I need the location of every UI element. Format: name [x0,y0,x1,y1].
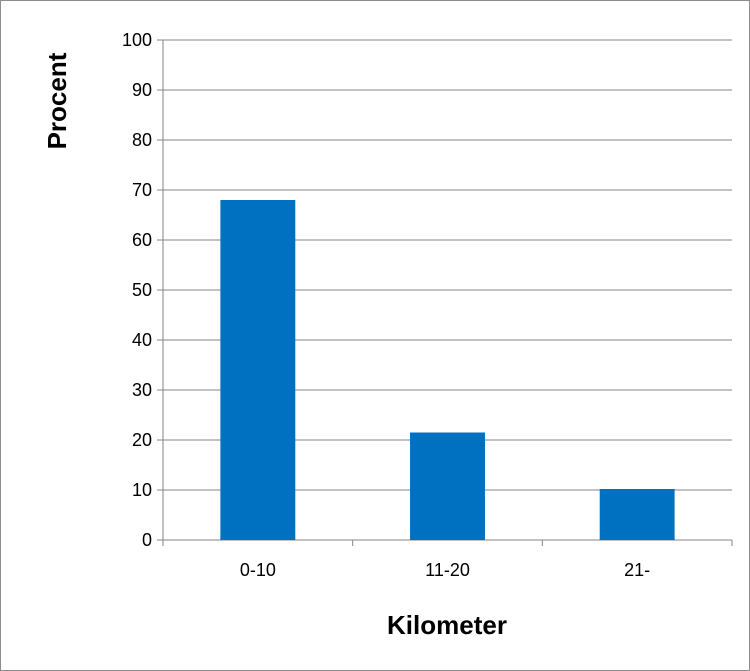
x-tick-label: 11-20 [425,560,470,580]
y-tick-label: 40 [132,330,152,350]
x-axis-ticks: 0-10 11-20 21- [162,540,733,580]
y-tick-label: 0 [142,530,152,550]
bar-0-10 [220,200,296,540]
bars [220,200,675,540]
y-tick-label: 70 [132,180,152,200]
y-tick-label: 100 [122,30,152,50]
x-tick-label: 0-10 [240,560,276,580]
y-tick-label: 20 [132,430,152,450]
x-tick-label: 21- [624,560,650,580]
y-tick-label: 60 [132,230,152,250]
y-tick-label: 30 [132,380,152,400]
y-tick-label: 10 [132,480,152,500]
y-tick-label: 50 [132,280,152,300]
y-axis-ticks: 0 10 20 30 40 50 60 70 80 90 100 [122,30,163,550]
bar-11-20 [410,432,485,540]
y-tick-label: 90 [132,80,152,100]
x-axis-title: Kilometer [387,610,507,640]
y-axis-title: Procent [42,52,72,149]
bar-21- [599,489,675,540]
y-tick-label: 80 [132,130,152,150]
